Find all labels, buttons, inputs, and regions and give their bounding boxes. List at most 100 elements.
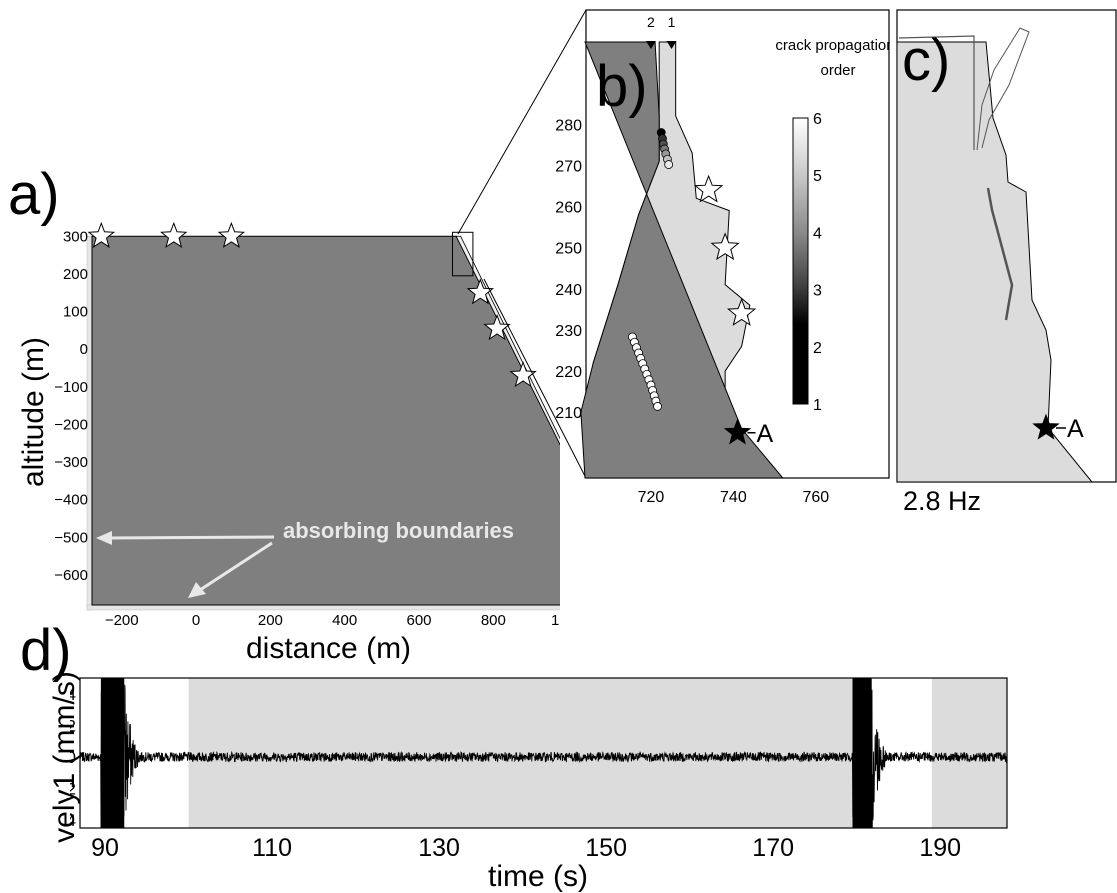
panel-b-ytick: 230 bbox=[555, 323, 582, 340]
source-star-icon-b-2 bbox=[710, 232, 740, 261]
colorbar-tick: 1 bbox=[813, 397, 822, 414]
panel-b-ytick: 250 bbox=[555, 241, 582, 258]
zoom-box bbox=[451, 231, 474, 277]
deformed-outline-top bbox=[898, 35, 975, 150]
crack-point bbox=[653, 402, 662, 411]
panel-a-xtick: 600 bbox=[407, 612, 432, 629]
panel-d-xtick: 130 bbox=[418, 834, 460, 862]
panel-a-xtick: −200 bbox=[105, 612, 139, 629]
panel-a-ytick: 200 bbox=[63, 266, 88, 283]
panel-a-ytick: −100 bbox=[54, 379, 88, 396]
receiver-triangle-icon bbox=[666, 41, 677, 49]
zoom-connector-top-line bbox=[457, 9, 587, 235]
colorbar-title-line1: crack propagation bbox=[775, 37, 890, 54]
panel-a-ytick: −500 bbox=[54, 529, 88, 546]
panel-d-plot: 90 110 130 150 170 190 0.4 0.2 0 −0.2 −0.4 bbox=[70, 677, 1008, 862]
panel-a-plot: −2000200400600800100012003002001000−100−… bbox=[54, 221, 560, 629]
arrow-left-boundary-head bbox=[96, 531, 112, 545]
panel-c-letter: c) bbox=[902, 28, 951, 93]
panel-a-ytick: 300 bbox=[63, 228, 88, 245]
colorbar-tick: 3 bbox=[813, 283, 822, 300]
point-A-star-icon-c bbox=[1032, 413, 1060, 440]
colorbar bbox=[792, 117, 809, 405]
panel-d-ytick: 0.2 bbox=[70, 716, 76, 735]
point-A-label: A bbox=[757, 420, 774, 448]
panel-d-xtick: 170 bbox=[752, 834, 794, 862]
panel-a-xtick: 0 bbox=[192, 612, 200, 629]
burst-block-1 bbox=[100, 678, 125, 828]
arrow-bottom-boundary-head bbox=[188, 582, 206, 598]
panel-a-letter: a) bbox=[8, 162, 60, 227]
panel-d-letter: d) bbox=[20, 618, 72, 683]
receiver-label: 1 bbox=[668, 14, 676, 30]
panel-a-ytick: −400 bbox=[54, 492, 88, 509]
panel-a-ytick: −300 bbox=[54, 454, 88, 471]
panel-b-xtick: 760 bbox=[802, 489, 829, 506]
panel-d-xtick: 150 bbox=[585, 834, 627, 862]
panel-d-ytick: −0.4 bbox=[70, 811, 76, 830]
panel-b-ytick: 260 bbox=[555, 200, 582, 217]
panel-d-xtick: 190 bbox=[919, 834, 961, 862]
panel-d-ylabel: vely1 (mm/s) bbox=[48, 671, 81, 843]
panel-a-ytick: −200 bbox=[54, 416, 88, 433]
panel-b-xtick: 720 bbox=[638, 489, 665, 506]
panel-a-xtick: 800 bbox=[481, 612, 506, 629]
panel-a-ytick: 0 bbox=[80, 341, 88, 358]
deformed-cliff bbox=[896, 41, 1094, 483]
source-star-icon-1 bbox=[87, 221, 116, 248]
crack-point bbox=[664, 160, 674, 169]
arrow-bottom-boundary bbox=[199, 541, 273, 592]
source-star-icon-b-3 bbox=[726, 298, 757, 326]
panel-d-ytick: −0.2 bbox=[70, 780, 76, 799]
panel-b-ytick: 220 bbox=[555, 364, 582, 381]
panel-b-ytick: 280 bbox=[555, 117, 582, 134]
colorbar-tick: 5 bbox=[813, 168, 822, 185]
panel-a-xlabel: distance (m) bbox=[246, 632, 412, 665]
colorbar-tick: 2 bbox=[813, 340, 822, 357]
panel-d-ytick: 0 bbox=[70, 748, 76, 767]
panel-d-xtick: 110 bbox=[252, 834, 292, 862]
panel-c-frequency-label: 2.8 Hz bbox=[903, 486, 982, 516]
source-star-icon-5 bbox=[483, 314, 511, 341]
colorbar-title-line2: order bbox=[820, 62, 855, 79]
source-star-icon-2 bbox=[160, 221, 188, 248]
receiver-triangle-icon bbox=[645, 41, 656, 49]
shaded-interval-2 bbox=[931, 678, 1007, 828]
colorbar-tick: 4 bbox=[813, 225, 822, 242]
source-star-icon-6 bbox=[509, 361, 537, 388]
panel-a-ytick: 100 bbox=[63, 304, 88, 321]
arrow-left-boundary bbox=[107, 535, 275, 540]
zoom-connector-bottom-line bbox=[483, 278, 587, 479]
panel-b-ytick: 270 bbox=[555, 158, 582, 175]
burst-block-2 bbox=[852, 678, 872, 828]
panel-c-plot: A bbox=[896, 9, 1117, 483]
model-domain bbox=[91, 235, 560, 606]
panel-d-xtick: 90 bbox=[91, 834, 119, 862]
point-A-label-c: A bbox=[1067, 415, 1084, 443]
deformed-crack bbox=[986, 187, 1014, 321]
panel-b-ytick: 210 bbox=[555, 405, 582, 422]
panel-a-xtick: 400 bbox=[332, 612, 357, 629]
panel-b-ytick: 240 bbox=[555, 282, 582, 299]
deformed-block-outline bbox=[976, 27, 1030, 151]
point-A-star-icon bbox=[723, 418, 752, 445]
panel-d-frame bbox=[79, 677, 1008, 829]
rock-mass bbox=[580, 41, 784, 479]
panel-a-ytick: −600 bbox=[54, 567, 88, 584]
receiver-label: 2 bbox=[647, 14, 655, 30]
absorbing-boundaries-label: absorbing boundaries bbox=[283, 518, 514, 543]
cliff-skin bbox=[455, 235, 560, 446]
source-star-icon-3 bbox=[217, 221, 246, 248]
source-star-icon-4 bbox=[466, 278, 495, 305]
source-star-icon-b-1 bbox=[693, 174, 724, 203]
panel-d-xlabel: time (s) bbox=[488, 860, 588, 893]
panel-d-ytick: 0.4 bbox=[70, 685, 76, 704]
panel-b-letter: b) bbox=[596, 54, 648, 119]
panel-b-xtick: 740 bbox=[720, 489, 747, 506]
colorbar-tick: 6 bbox=[813, 111, 822, 128]
panel-a-xtick: 200 bbox=[258, 612, 283, 629]
